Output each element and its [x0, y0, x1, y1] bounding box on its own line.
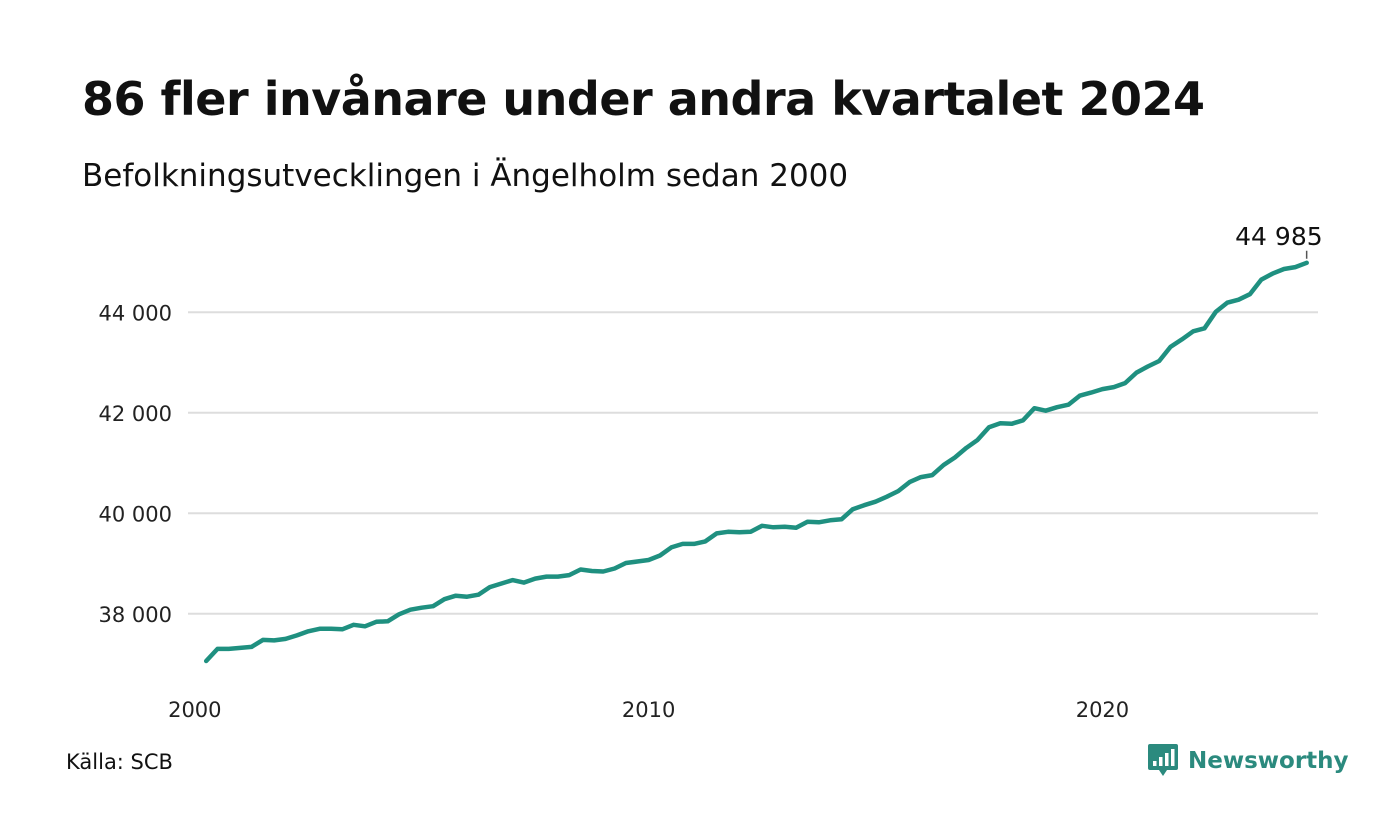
y-tick-label: 44 000	[99, 301, 172, 325]
brand-logo[interactable]: Newsworthy	[1148, 744, 1349, 778]
chart-subtitle: Befolkningsutvecklingen i Ängelholm seda…	[82, 158, 849, 194]
y-tick-label: 38 000	[99, 603, 172, 627]
x-tick-label: 2010	[622, 698, 675, 722]
series-layer	[203, 260, 1309, 664]
y-tick-label: 40 000	[99, 502, 172, 526]
brand-name[interactable]: Newsworthy	[1188, 748, 1349, 774]
chart-title: 86 fler invånare under andra kvartalet 2…	[82, 72, 1205, 126]
series-line	[203, 260, 1309, 664]
source-note: Källa: SCB	[66, 750, 173, 774]
end-value-label: 44 985	[1235, 222, 1322, 251]
x-tick-label: 2020	[1076, 698, 1129, 722]
grid-lines	[188, 311, 1318, 615]
end-label-layer: 44 985	[1235, 222, 1323, 259]
newsworthy-logo-icon	[1148, 744, 1178, 776]
x-axis-ticks: 2000 2010 2020	[168, 698, 1129, 722]
y-tick-label: 42 000	[99, 402, 172, 426]
y-axis-ticks: 38 000 40 000 42 000 44 000	[99, 301, 172, 627]
x-tick-label: 2000	[168, 698, 221, 722]
